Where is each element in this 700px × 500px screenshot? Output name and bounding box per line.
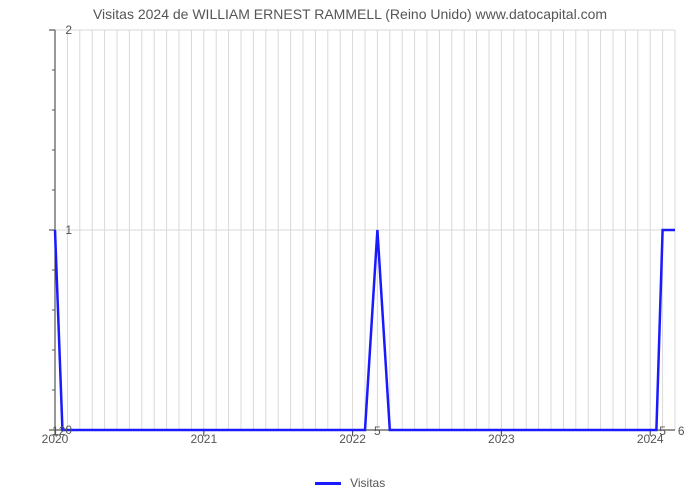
data-point-label: 5 — [374, 424, 381, 438]
data-point-label: 6 — [678, 424, 685, 438]
chart-title: Visitas 2024 de WILLIAM ERNEST RAMMELL (… — [0, 6, 700, 22]
legend-swatch — [315, 482, 341, 485]
x-tick-label: 2023 — [488, 432, 515, 446]
x-tick-label: 2021 — [190, 432, 217, 446]
chart-container: Visitas 2024 de WILLIAM ERNEST RAMMELL (… — [0, 0, 700, 500]
data-point-label: 12 — [52, 424, 65, 438]
y-tick-label: 2 — [65, 23, 72, 37]
plot-area — [55, 30, 675, 430]
x-tick-label: 2022 — [339, 432, 366, 446]
plot-svg — [55, 30, 675, 430]
data-point-label: 5 — [659, 424, 666, 438]
legend: Visitas — [0, 475, 700, 490]
y-tick-label: 1 — [65, 223, 72, 237]
legend-label: Visitas — [350, 476, 385, 490]
